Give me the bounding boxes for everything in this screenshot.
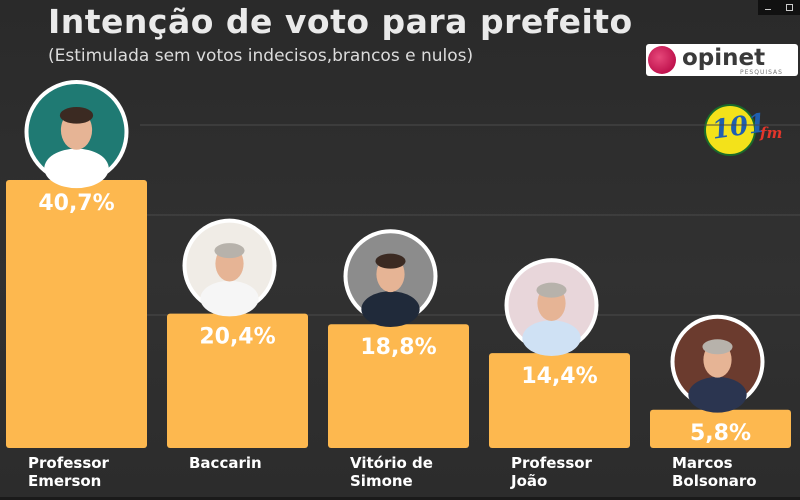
category-label-1: Emerson: [28, 472, 101, 490]
photo-shoulders: [522, 320, 581, 356]
data-label-3: 18,8%: [360, 335, 436, 360]
bar-4: [489, 353, 630, 448]
restore-icon[interactable]: [785, 4, 793, 11]
bar-1: [6, 180, 147, 448]
opinet-mark-icon: [648, 46, 676, 74]
category-label-5: Bolsonaro: [672, 472, 757, 490]
window-controls: [758, 0, 800, 15]
minimize-icon[interactable]: [765, 6, 772, 10]
category-label-3: Vitório de: [350, 454, 433, 472]
candidate-photo-3: [343, 229, 438, 327]
chart-subtitle: (Estimulada sem votos indecisos,brancos …: [48, 46, 474, 66]
bottom-strip: [0, 497, 800, 500]
category-label-5: Marcos: [672, 454, 733, 472]
category-label-2: Baccarin: [189, 454, 262, 472]
candidate-photo-1: [24, 80, 129, 189]
data-label-5: 5,8%: [690, 421, 751, 446]
bar-2: [167, 313, 308, 448]
opinet-logo-text: opinet: [682, 45, 766, 71]
candidate-photo-5: [670, 314, 765, 413]
candidate-photo-2: [182, 218, 277, 317]
data-label-2: 20,4%: [199, 325, 275, 350]
photo-shoulders: [200, 280, 259, 317]
photo-shoulders: [361, 291, 420, 327]
radio-101fm-logo: 101 fm: [702, 102, 798, 158]
category-label-4: João: [510, 472, 547, 490]
photo-shoulders: [44, 148, 109, 189]
photo-hair: [375, 253, 406, 269]
photo-hair: [59, 107, 94, 124]
category-label-3: Simone: [350, 472, 413, 490]
radio-badge-icon: [704, 104, 756, 156]
bar-3: [328, 324, 469, 448]
chart-title: Intenção de voto para prefeito: [48, 2, 633, 41]
data-label-1: 40,7%: [38, 191, 114, 216]
data-label-4: 14,4%: [521, 364, 597, 389]
photo-shoulders: [688, 376, 747, 413]
radio-suffix: fm: [760, 124, 783, 142]
photo-hair: [536, 282, 567, 298]
photo-hair: [214, 243, 245, 259]
photo-hair: [702, 339, 733, 355]
candidate-photo-4: [504, 258, 599, 356]
opinet-logo-subtext: PESQUISAS: [740, 69, 783, 76]
category-label-4: Professor: [511, 454, 593, 472]
category-label-1: Professor: [28, 454, 110, 472]
opinet-logo: opinet PESQUISAS: [646, 44, 798, 76]
bar-5: [650, 409, 791, 448]
